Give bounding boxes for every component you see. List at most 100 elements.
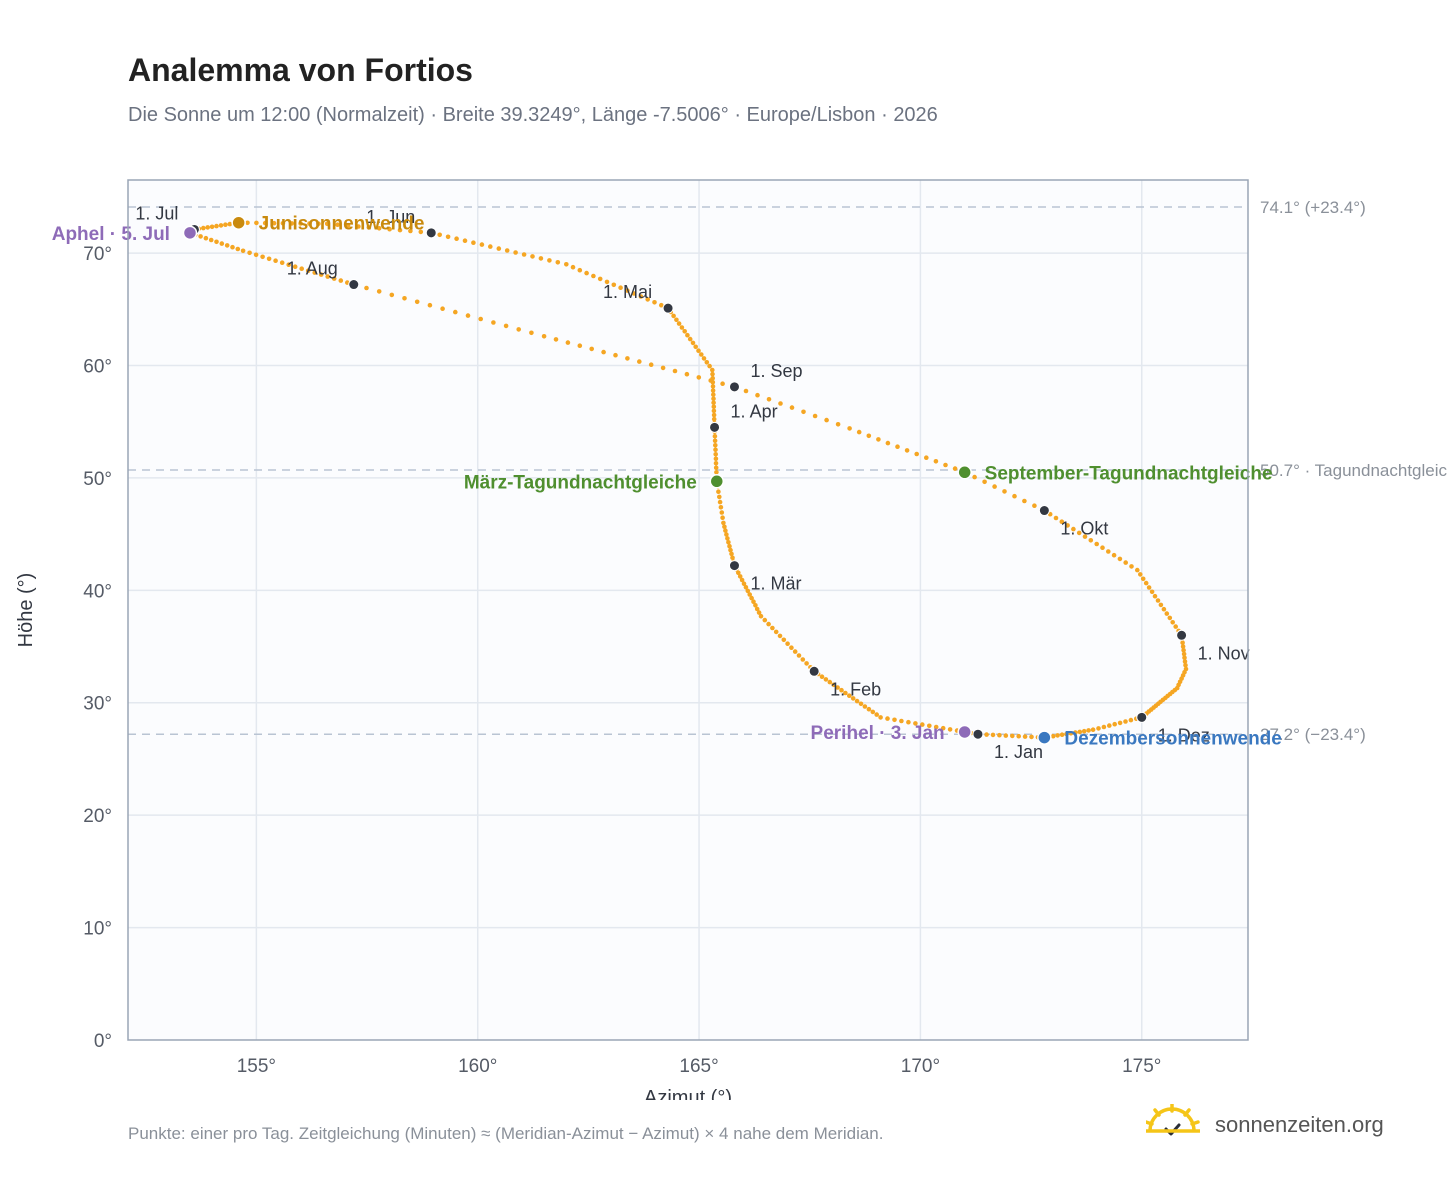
y-tick-label: 0° <box>94 1031 112 1052</box>
month-marker <box>1038 505 1050 517</box>
day-point <box>1138 572 1143 577</box>
day-point <box>613 352 618 358</box>
x-tick-label: 175° <box>1122 1056 1161 1077</box>
month-marker <box>728 381 740 393</box>
day-point <box>753 603 758 608</box>
day-point <box>713 465 719 471</box>
day-point <box>1117 556 1123 562</box>
day-point <box>850 696 856 701</box>
day-point <box>1123 719 1128 724</box>
brand[interactable]: sonnenzeiten.org <box>1146 1104 1406 1144</box>
day-point <box>729 551 734 557</box>
day-point <box>289 221 295 226</box>
day-point <box>408 228 413 234</box>
day-point <box>711 396 716 402</box>
day-point <box>754 606 760 612</box>
day-point <box>997 732 1002 738</box>
day-point <box>947 727 953 732</box>
day-point <box>693 344 698 350</box>
day-point <box>781 637 787 643</box>
day-point <box>710 384 716 389</box>
day-point <box>555 260 561 265</box>
day-point <box>747 592 752 597</box>
month-marker <box>808 665 820 677</box>
day-point <box>717 499 723 505</box>
day-point <box>1111 552 1117 558</box>
day-point <box>1123 560 1128 565</box>
day-point <box>792 649 798 654</box>
special-point <box>957 724 972 740</box>
day-point <box>389 292 395 298</box>
special-point <box>957 465 972 480</box>
day-point <box>770 625 775 631</box>
y-axis-label: Höhe (°) <box>15 573 37 648</box>
day-point <box>730 555 735 561</box>
day-point <box>831 682 836 688</box>
day-point <box>547 258 552 263</box>
day-point <box>1167 615 1173 621</box>
day-point <box>789 405 795 410</box>
day-point <box>710 388 716 393</box>
reference-line-label: 27.2° (−23.4°) <box>1260 725 1366 744</box>
day-point <box>565 340 571 345</box>
day-point <box>325 274 331 279</box>
day-point <box>672 368 678 374</box>
day-point <box>684 371 690 377</box>
day-point <box>591 273 596 279</box>
day-point <box>1117 720 1123 726</box>
day-point <box>1088 538 1094 543</box>
day-point <box>240 248 246 254</box>
day-point <box>1129 564 1134 569</box>
day-point <box>755 392 760 398</box>
day-point <box>1059 732 1065 737</box>
day-point <box>223 222 228 227</box>
chart-subtitle: Die Sonne um 12:00 (Normalzeit) · Breite… <box>128 104 938 126</box>
day-point <box>804 661 809 666</box>
day-point <box>717 494 722 500</box>
day-point <box>418 229 424 235</box>
day-point <box>1032 503 1037 509</box>
day-point <box>397 227 403 233</box>
day-point <box>1155 598 1161 603</box>
day-point <box>496 246 502 251</box>
plot-background <box>128 180 1248 1040</box>
day-point <box>710 371 715 377</box>
day-point <box>577 343 583 349</box>
day-point <box>924 455 929 461</box>
day-point <box>685 332 690 338</box>
day-point <box>721 520 726 526</box>
day-point <box>682 329 687 334</box>
day-point <box>982 479 987 485</box>
day-point <box>749 595 754 601</box>
day-point <box>366 225 372 230</box>
day-point <box>1140 576 1146 582</box>
day-point <box>516 327 521 332</box>
special-points: Junisonnenwende Dezembersonnenwende März-T… <box>52 214 1282 750</box>
day-point <box>713 447 718 453</box>
day-point <box>743 388 749 394</box>
day-point <box>1101 724 1107 730</box>
day-point <box>230 244 235 250</box>
day-point <box>725 536 730 541</box>
day-point <box>835 685 840 690</box>
day-point <box>1181 651 1187 657</box>
day-point <box>1012 493 1017 499</box>
day-point <box>1086 728 1091 733</box>
day-point <box>785 641 790 646</box>
day-point <box>687 336 693 342</box>
day-point <box>227 221 233 227</box>
day-point <box>710 367 715 373</box>
day-point <box>638 294 644 299</box>
day-point <box>711 392 716 397</box>
day-point <box>714 470 719 475</box>
day-point <box>1096 726 1101 731</box>
day-point <box>835 422 841 427</box>
month-marker <box>972 728 984 740</box>
day-point <box>577 267 583 273</box>
reference-lines: 74.1° (+23.4°) 50.7° · Tagundnachtgleiche… <box>128 198 1448 744</box>
day-point <box>847 426 852 431</box>
day-point <box>704 360 710 365</box>
day-point <box>736 570 741 576</box>
footnote: Punkte: einer pro Tag. Zeitgleichung (Mi… <box>128 1124 884 1143</box>
day-point <box>1161 606 1167 612</box>
